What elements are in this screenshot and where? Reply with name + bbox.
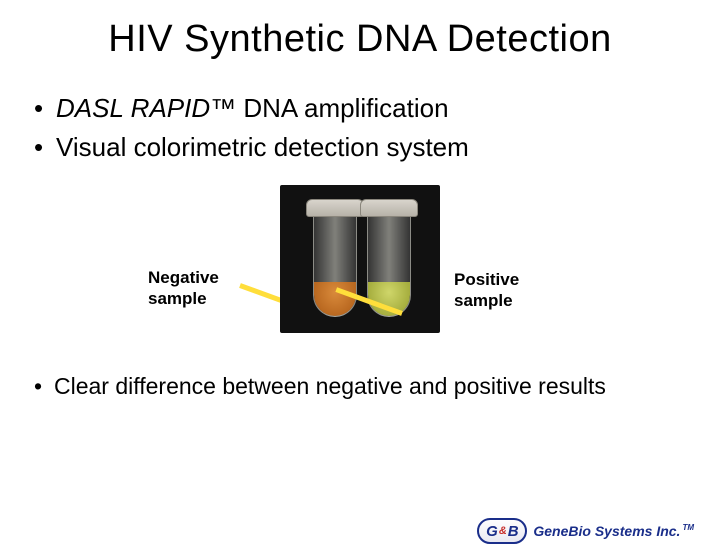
negative-sample-label: Negative sample bbox=[148, 267, 219, 310]
company-logo: G&B GeneBio Systems Inc.TM bbox=[477, 518, 694, 544]
tube-cap-icon bbox=[306, 199, 364, 217]
liquid-negative bbox=[314, 282, 356, 316]
tubes-photo bbox=[280, 185, 440, 333]
logo-b: B bbox=[508, 523, 519, 540]
top-bullet-list: DASL RAPID™ DNA amplification Visual col… bbox=[34, 89, 720, 167]
pos-label-l1: Positive bbox=[454, 269, 519, 290]
bullet-dasl-italic: DASL RAPID bbox=[56, 93, 210, 123]
logo-g: G bbox=[486, 523, 498, 540]
tube-body-icon bbox=[313, 217, 357, 317]
logo-amp: & bbox=[499, 525, 507, 537]
slide: HIV Synthetic DNA Detection DASL RAPID™ … bbox=[0, 18, 720, 558]
bullet-colorimetric: Visual colorimetric detection system bbox=[34, 128, 720, 167]
logo-badge-icon: G&B bbox=[477, 518, 527, 544]
bottom-bullet-list: Clear difference between negative and po… bbox=[34, 371, 674, 402]
figure-area: Negative sample Positive sample bbox=[0, 185, 720, 355]
positive-sample-label: Positive sample bbox=[454, 269, 519, 312]
neg-label-l1: Negative bbox=[148, 267, 219, 288]
slide-title: HIV Synthetic DNA Detection bbox=[0, 18, 720, 61]
bullet-dasl: DASL RAPID™ DNA amplification bbox=[34, 89, 720, 128]
logo-text: GeneBio Systems Inc.TM bbox=[533, 523, 694, 539]
tube-negative bbox=[312, 199, 358, 317]
bullet-dasl-tm: ™ bbox=[210, 93, 236, 123]
bullet-dasl-rest: DNA amplification bbox=[236, 93, 448, 123]
neg-label-l2: sample bbox=[148, 288, 219, 309]
pos-label-l2: sample bbox=[454, 290, 519, 311]
logo-company-name: GeneBio Systems Inc. bbox=[533, 523, 680, 539]
bullet-clear-difference: Clear difference between negative and po… bbox=[34, 371, 674, 402]
logo-tm: TM bbox=[682, 523, 694, 532]
tube-cap-icon bbox=[360, 199, 418, 217]
